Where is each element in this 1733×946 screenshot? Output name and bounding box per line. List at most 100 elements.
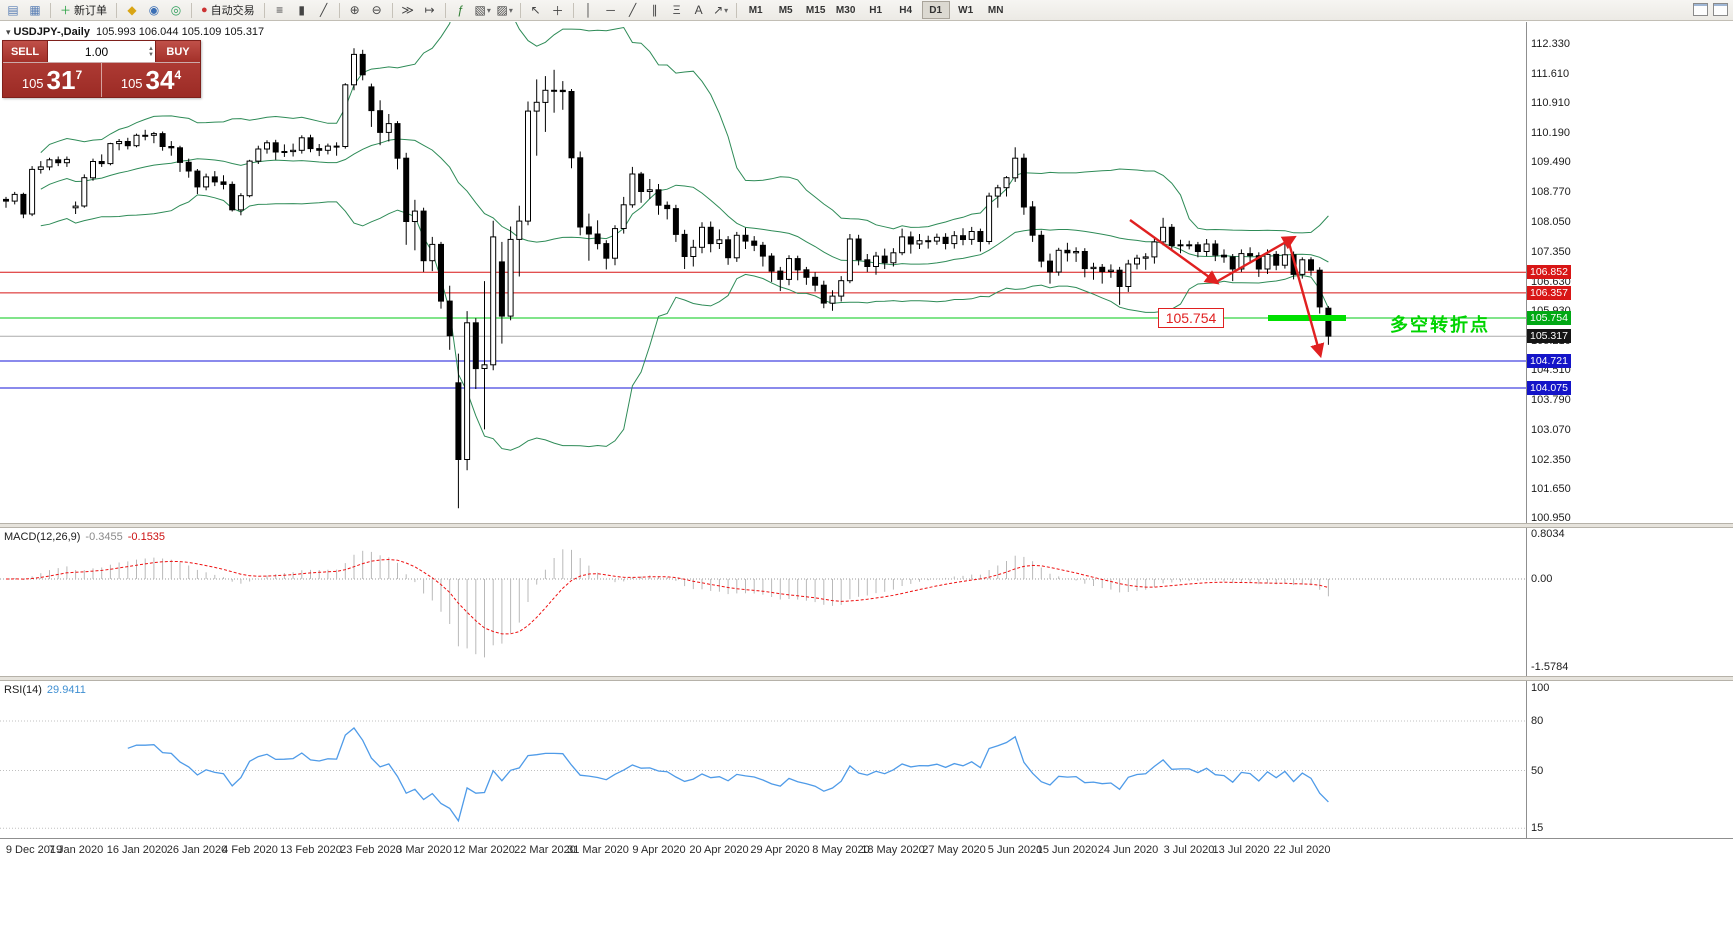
line-chart-icon[interactable]: ╱ [314,2,334,19]
price-axis-label: 112.330 [1531,38,1570,50]
cursor-icon[interactable]: ↖ [526,2,546,19]
chart-shift-icon[interactable]: ↦ [420,2,440,19]
date-axis-label: 5 Jun 2020 [987,844,1043,856]
bar-chart-icon[interactable]: ≡ [270,2,290,19]
date-axis-label: 24 Jun 2020 [1097,844,1159,856]
fibonacci-icon[interactable]: Ξ [667,2,687,19]
crosshair-icon: ＋ [551,3,564,18]
horizontal-line-icon[interactable]: ─ [601,2,621,19]
rsi-axis-label: 100 [1531,682,1550,694]
mql5-community-icon[interactable]: ◎ [166,2,186,19]
auto-scroll-icon[interactable]: ≫ [398,2,418,19]
price-axis-label: 103.070 [1531,424,1571,436]
chart-window-icon[interactable] [1693,3,1708,16]
sell-price[interactable]: 105 31 7 [21,65,83,95]
toolbar-separator [519,2,521,18]
toolbar-separator [572,2,574,18]
rsi-canvas[interactable] [0,681,1526,838]
turning-point-note[interactable]: 多空转折点 [1390,315,1490,335]
macd-panel[interactable] [0,528,1526,676]
price-line-tag: 105.754 [1527,311,1571,325]
timeframe-m5[interactable]: M5 [778,4,793,16]
lot-decrease-button[interactable]: ▼ [148,51,154,58]
timeframe-w1[interactable]: W1 [958,4,974,16]
price-axis-label: 100.950 [1531,512,1571,524]
price-axis-label: 109.490 [1531,156,1571,168]
toolbar-separator [263,2,265,18]
panel-splitter[interactable] [0,676,1733,681]
trend-arrow [1287,242,1325,359]
date-axis-label: 16 Jan 2020 [106,844,168,856]
date-axis-label: 22 Jul 2020 [1273,844,1331,856]
trendline-icon: ╱ [629,3,637,17]
chart-shift-icon: ↦ [424,3,435,17]
crosshair-icon[interactable]: ＋ [548,2,568,19]
price-axis-label: 102.350 [1531,454,1571,466]
templates-icon: ▨ [496,3,508,17]
one-click-collapse-icon[interactable]: ▾ [6,27,11,37]
timeframe-m15[interactable]: M15 [805,4,826,16]
timeframe-h4[interactable]: H4 [899,4,913,16]
price-line-tag: 106.357 [1527,286,1571,300]
timeframe-d1[interactable]: D1 [921,1,950,19]
line-chart-icon: ╱ [320,3,328,17]
date-axis-label: 3 Jul 2020 [1163,844,1215,856]
date-axis: 9 Dec 2019 7 Jan 2020 16 Jan 2020 26 Jan 20… [0,838,1733,866]
bollinger-band-line [40,22,1329,234]
sell-button[interactable]: SELL [3,41,47,62]
symbol-period-label: USDJPY-,Daily [13,26,90,38]
panel-splitter[interactable] [0,523,1733,528]
lot-size-input[interactable] [48,41,155,62]
price-axis-label: 108.770 [1531,186,1571,198]
timeframe-h1[interactable]: H1 [869,4,883,16]
rsi-panel[interactable] [0,681,1526,838]
text-icon[interactable]: A [689,2,709,19]
date-axis-label: 7 Jan 2020 [48,844,104,856]
zoom-in-icon[interactable]: ⊕ [345,2,365,19]
rsi-axis-label: 15 [1531,822,1544,834]
new-order-button[interactable]: ＋新订单 [55,2,112,19]
indicators-icon[interactable]: ƒ [451,2,471,19]
candlestick-chart-icon[interactable]: ▮ [292,2,312,19]
price-axis-label: 110.190 [1531,127,1570,139]
date-axis-label: 3 Mar 2020 [396,844,452,856]
zoom-out-icon[interactable]: ⊖ [367,2,387,19]
channel-icon[interactable]: ∥ [645,2,665,19]
buy-button[interactable]: BUY [156,41,200,62]
autotrading-button: ● [201,4,208,16]
templates-icon[interactable]: ▨ ▾ [496,3,513,17]
macd-canvas[interactable] [0,528,1526,676]
buy-price[interactable]: 105 34 4 [120,65,182,95]
price-callout[interactable]: 105.754 [1158,308,1224,328]
arrows-icon: ↗ [713,3,724,17]
trend-arrow [1129,219,1220,285]
bollinger-band-line [40,138,1329,266]
timeframe-mn[interactable]: MN [987,4,1004,16]
date-axis-label: 12 Mar 2020 [453,844,515,856]
date-axis-label: 29 Apr 2020 [750,844,810,856]
arrows-icon[interactable]: ↗ ▾ [713,3,729,17]
price-axis-label: 111.610 [1531,68,1570,80]
timeframe-m1[interactable]: M1 [748,4,763,16]
trend-arrow [1215,235,1297,284]
ohlc-values: 105.993 106.044 105.109 105.317 [95,26,265,38]
new-chart-icon[interactable]: ▤ [3,2,23,19]
date-axis-label: 4 Feb 2020 [222,844,278,856]
market-watch-icon[interactable]: ◉ [144,2,164,19]
autotrading-button[interactable]: ● 自动交易 [201,4,255,17]
new-chart-icon: ▤ [7,3,19,17]
timeframe-m30[interactable]: M30 [835,4,856,16]
chart-title: ▾ USDJPY-,Daily 105.993 106.044 105.109 10… [6,26,264,38]
horizontal-line-icon: ─ [606,3,615,17]
price-chart-panel[interactable] [0,22,1526,523]
lot-increase-button[interactable]: ▲ [148,45,154,52]
price-axis-label: 106.630 [1531,276,1571,288]
periods-icon[interactable]: ▧ ▾ [474,3,491,17]
chart-profiles-icon[interactable]: ▦ [25,2,45,19]
trendline-icon[interactable]: ╱ [623,2,643,19]
channel-icon: ∥ [651,3,658,17]
vertical-line-icon[interactable]: │ [579,2,599,19]
layout-icon[interactable] [1713,3,1728,16]
metaeditor-icon[interactable]: ◆ [122,2,142,19]
price-chart-canvas[interactable] [0,22,1526,523]
